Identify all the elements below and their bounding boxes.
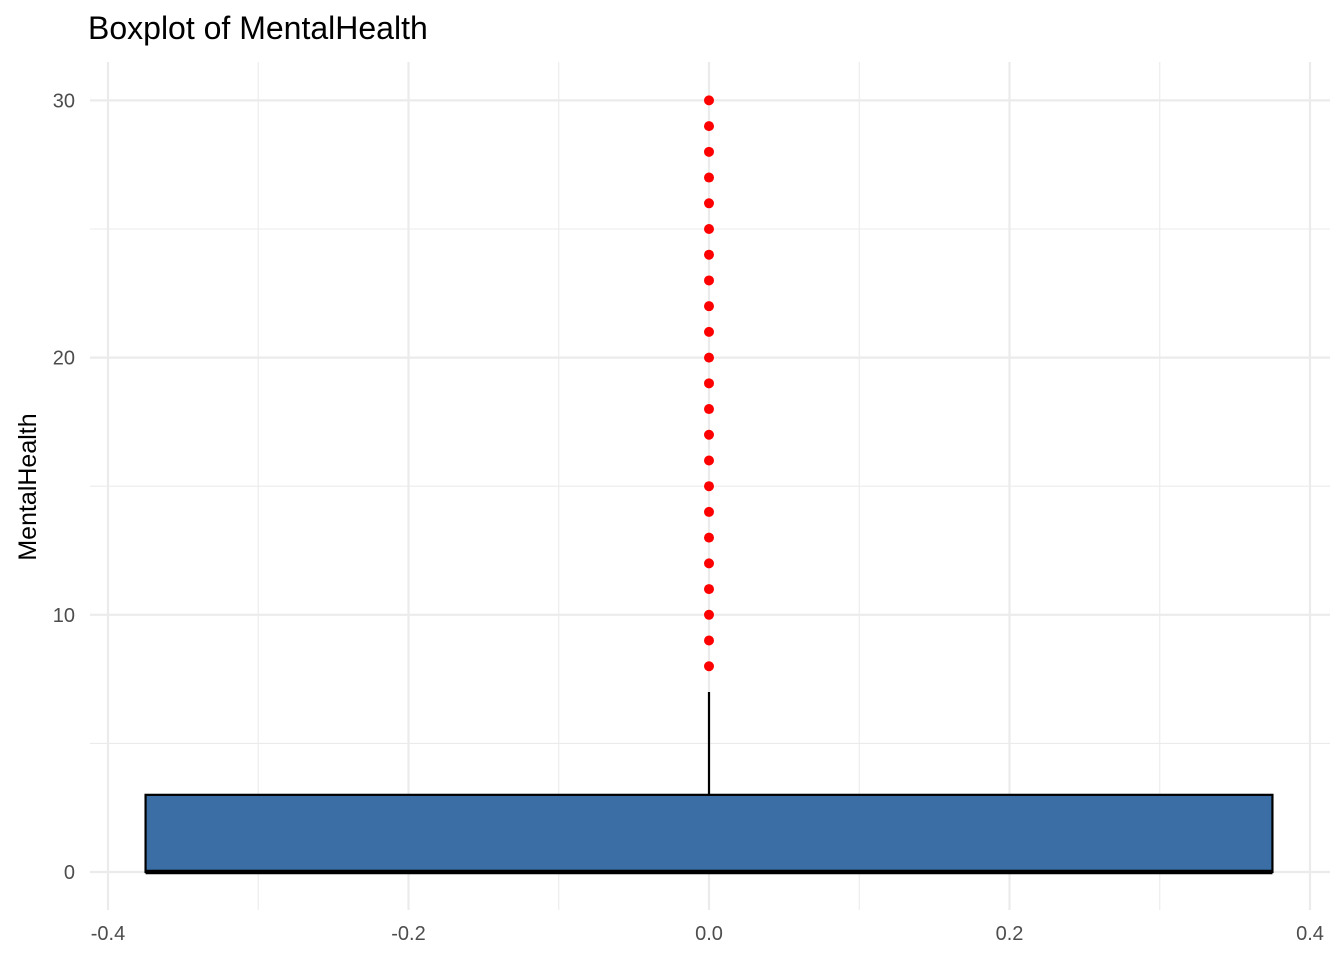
x-tick-label: 0.0 [695, 923, 723, 945]
x-tick-label: 0.2 [996, 923, 1024, 945]
outlier-point [704, 224, 714, 234]
interquartile-box [144, 793, 1274, 874]
y-tick-label: 0 [64, 862, 75, 884]
y-tick-labels: 0 10 20 30 [53, 90, 75, 884]
outlier-point [704, 146, 714, 157]
x-tick-labels: -0.4 -0.2 0.0 0.2 0.4 [91, 923, 1324, 945]
y-axis-title: MentalHealth [14, 413, 42, 560]
outlier-point [704, 275, 714, 286]
outlier-point [704, 121, 714, 132]
outlier-point [704, 326, 714, 337]
x-tick-label: -0.2 [391, 923, 425, 945]
outlier-point [704, 481, 714, 492]
outlier-point [704, 609, 714, 620]
outlier-point [704, 661, 714, 672]
outlier-point [704, 429, 714, 440]
outlier-point [704, 635, 714, 646]
outlier-point [704, 558, 714, 569]
outlier-point [704, 532, 714, 543]
outlier-point [704, 95, 714, 106]
outlier-point [704, 404, 714, 415]
y-tick-label: 20 [53, 348, 75, 370]
y-tick-label: 30 [53, 90, 75, 112]
outlier-point [704, 378, 714, 389]
x-tick-label: 0.4 [1296, 923, 1324, 945]
outlier-point [704, 198, 714, 209]
outlier-point [704, 506, 714, 517]
x-tick-label: -0.4 [91, 923, 125, 945]
outlier-point [704, 455, 714, 466]
outlier-point [704, 584, 714, 595]
chart-title: Boxplot of MentalHealth [88, 10, 428, 46]
box-layer [144, 691, 1274, 875]
outlier-point [704, 352, 714, 363]
outlier-point [704, 249, 714, 260]
outlier-point [704, 172, 714, 183]
outlier-points [704, 95, 714, 672]
y-tick-label: 10 [53, 605, 75, 627]
outlier-point [704, 301, 714, 312]
